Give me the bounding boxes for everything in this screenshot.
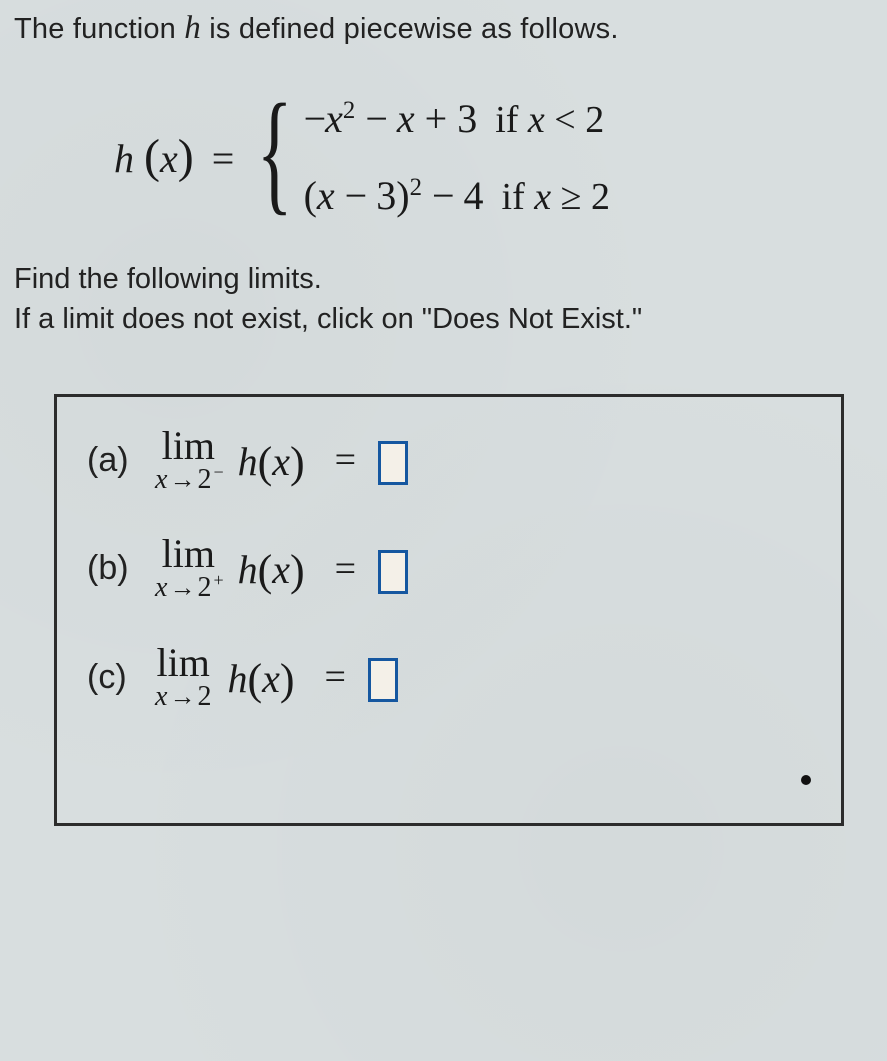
part-label: (b) [87,549,155,588]
limit-row-a: (a) lim x→2− h(x) = [87,427,821,494]
piecewise-lhs: h (x) = [114,129,248,184]
equals-sign: = [295,655,368,699]
answer-box: (a) lim x→2− h(x) = (b) lim [54,394,844,826]
case-cond: if x ≥ 2 [502,175,610,219]
lhs-fn: h [114,136,134,181]
arrow-icon: → [167,682,197,711]
part-label: (a) [87,441,155,480]
piecewise-cases: −x2 − x + 3 if x < 2 (x − 3)2 − 4 if x ≥… [300,95,610,219]
arrow-icon: → [167,573,197,602]
answer-input-b[interactable] [378,550,408,594]
limit-operator: lim x→2− [155,427,222,494]
arrow-icon: → [167,465,197,494]
limit-operator: lim x→2 [155,644,211,711]
function-expr: h(x) [238,543,305,594]
lhs-var: x [160,136,178,181]
intro-pre: The function [14,13,184,45]
intro-text: The function h is defined piecewise as f… [14,6,869,51]
intro-post: is defined piecewise as follows. [201,13,619,45]
prompt-line2: If a limit does not exist, click on "Doe… [14,299,869,340]
case-cond: if x < 2 [495,98,604,142]
intro-var: h [184,10,201,46]
equals-sign: = [305,438,378,482]
equals-sign: = [305,547,378,591]
case-expr: (x − 3)2 − 4 [304,172,502,219]
limit-row-b: (b) lim x→2+ h(x) = [87,535,821,602]
case-row: −x2 − x + 3 if x < 2 [304,95,610,142]
function-expr: h(x) [227,652,294,703]
prompt-text: Find the following limits. If a limit do… [14,259,869,340]
case-row: (x − 3)2 − 4 if x ≥ 2 [304,172,610,219]
left-brace-icon: { [257,97,293,209]
function-expr: h(x) [238,435,305,486]
decorative-dot-icon [801,775,811,785]
prompt-line1: Find the following limits. [14,259,869,300]
part-label: (c) [87,658,155,697]
piecewise-definition: h (x) = { −x2 − x + 3 if x < 2 (x − 3)2 … [114,95,869,219]
limit-row-c: (c) lim x→2 h(x) = [87,644,821,711]
answer-input-c[interactable] [368,658,398,702]
limit-operator: lim x→2+ [155,535,222,602]
case-expr: −x2 − x + 3 [304,95,496,142]
answer-input-a[interactable] [378,441,408,485]
